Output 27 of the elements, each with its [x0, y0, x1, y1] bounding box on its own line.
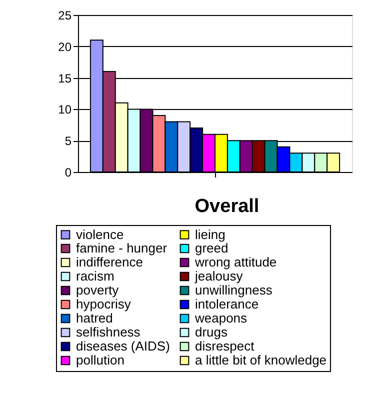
legend-label: diseases (AIDS) [76, 338, 170, 354]
y-tick-label: 25 [58, 8, 72, 22]
legend-label: intolerance [195, 296, 259, 312]
y-tick-label: 10 [58, 102, 72, 117]
y-tick-label: 0 [64, 166, 72, 180]
text: Overall [194, 196, 260, 217]
legend-label: famine - hunger [76, 240, 168, 256]
legend-label: lieing [195, 226, 226, 242]
y-tick-label: 15 [58, 71, 72, 86]
legend-label: violence [76, 226, 124, 242]
legend-label: racism [76, 268, 114, 284]
legend-label: disrespect [195, 338, 255, 354]
y-tick-label: 5 [64, 134, 72, 148]
legend-label: unwillingness [195, 282, 273, 298]
legend-label: weapons [194, 310, 248, 326]
legend-label: pollution [76, 352, 124, 368]
legend-label: wrong attitude [194, 254, 277, 270]
legend-label: hatred [76, 310, 113, 326]
legend-label: selfishness [76, 324, 141, 340]
legend-label: poverty [76, 282, 120, 298]
legend-label: drugs [195, 324, 228, 340]
y-tick-label: 20 [58, 40, 72, 54]
legend-label: indifference [76, 254, 143, 270]
legend-label: a little bit of knowledge [195, 352, 327, 368]
legend-label: hypocrisy [76, 296, 132, 312]
legend-label: jealousy [194, 268, 244, 284]
legend-label: greed [195, 240, 228, 256]
